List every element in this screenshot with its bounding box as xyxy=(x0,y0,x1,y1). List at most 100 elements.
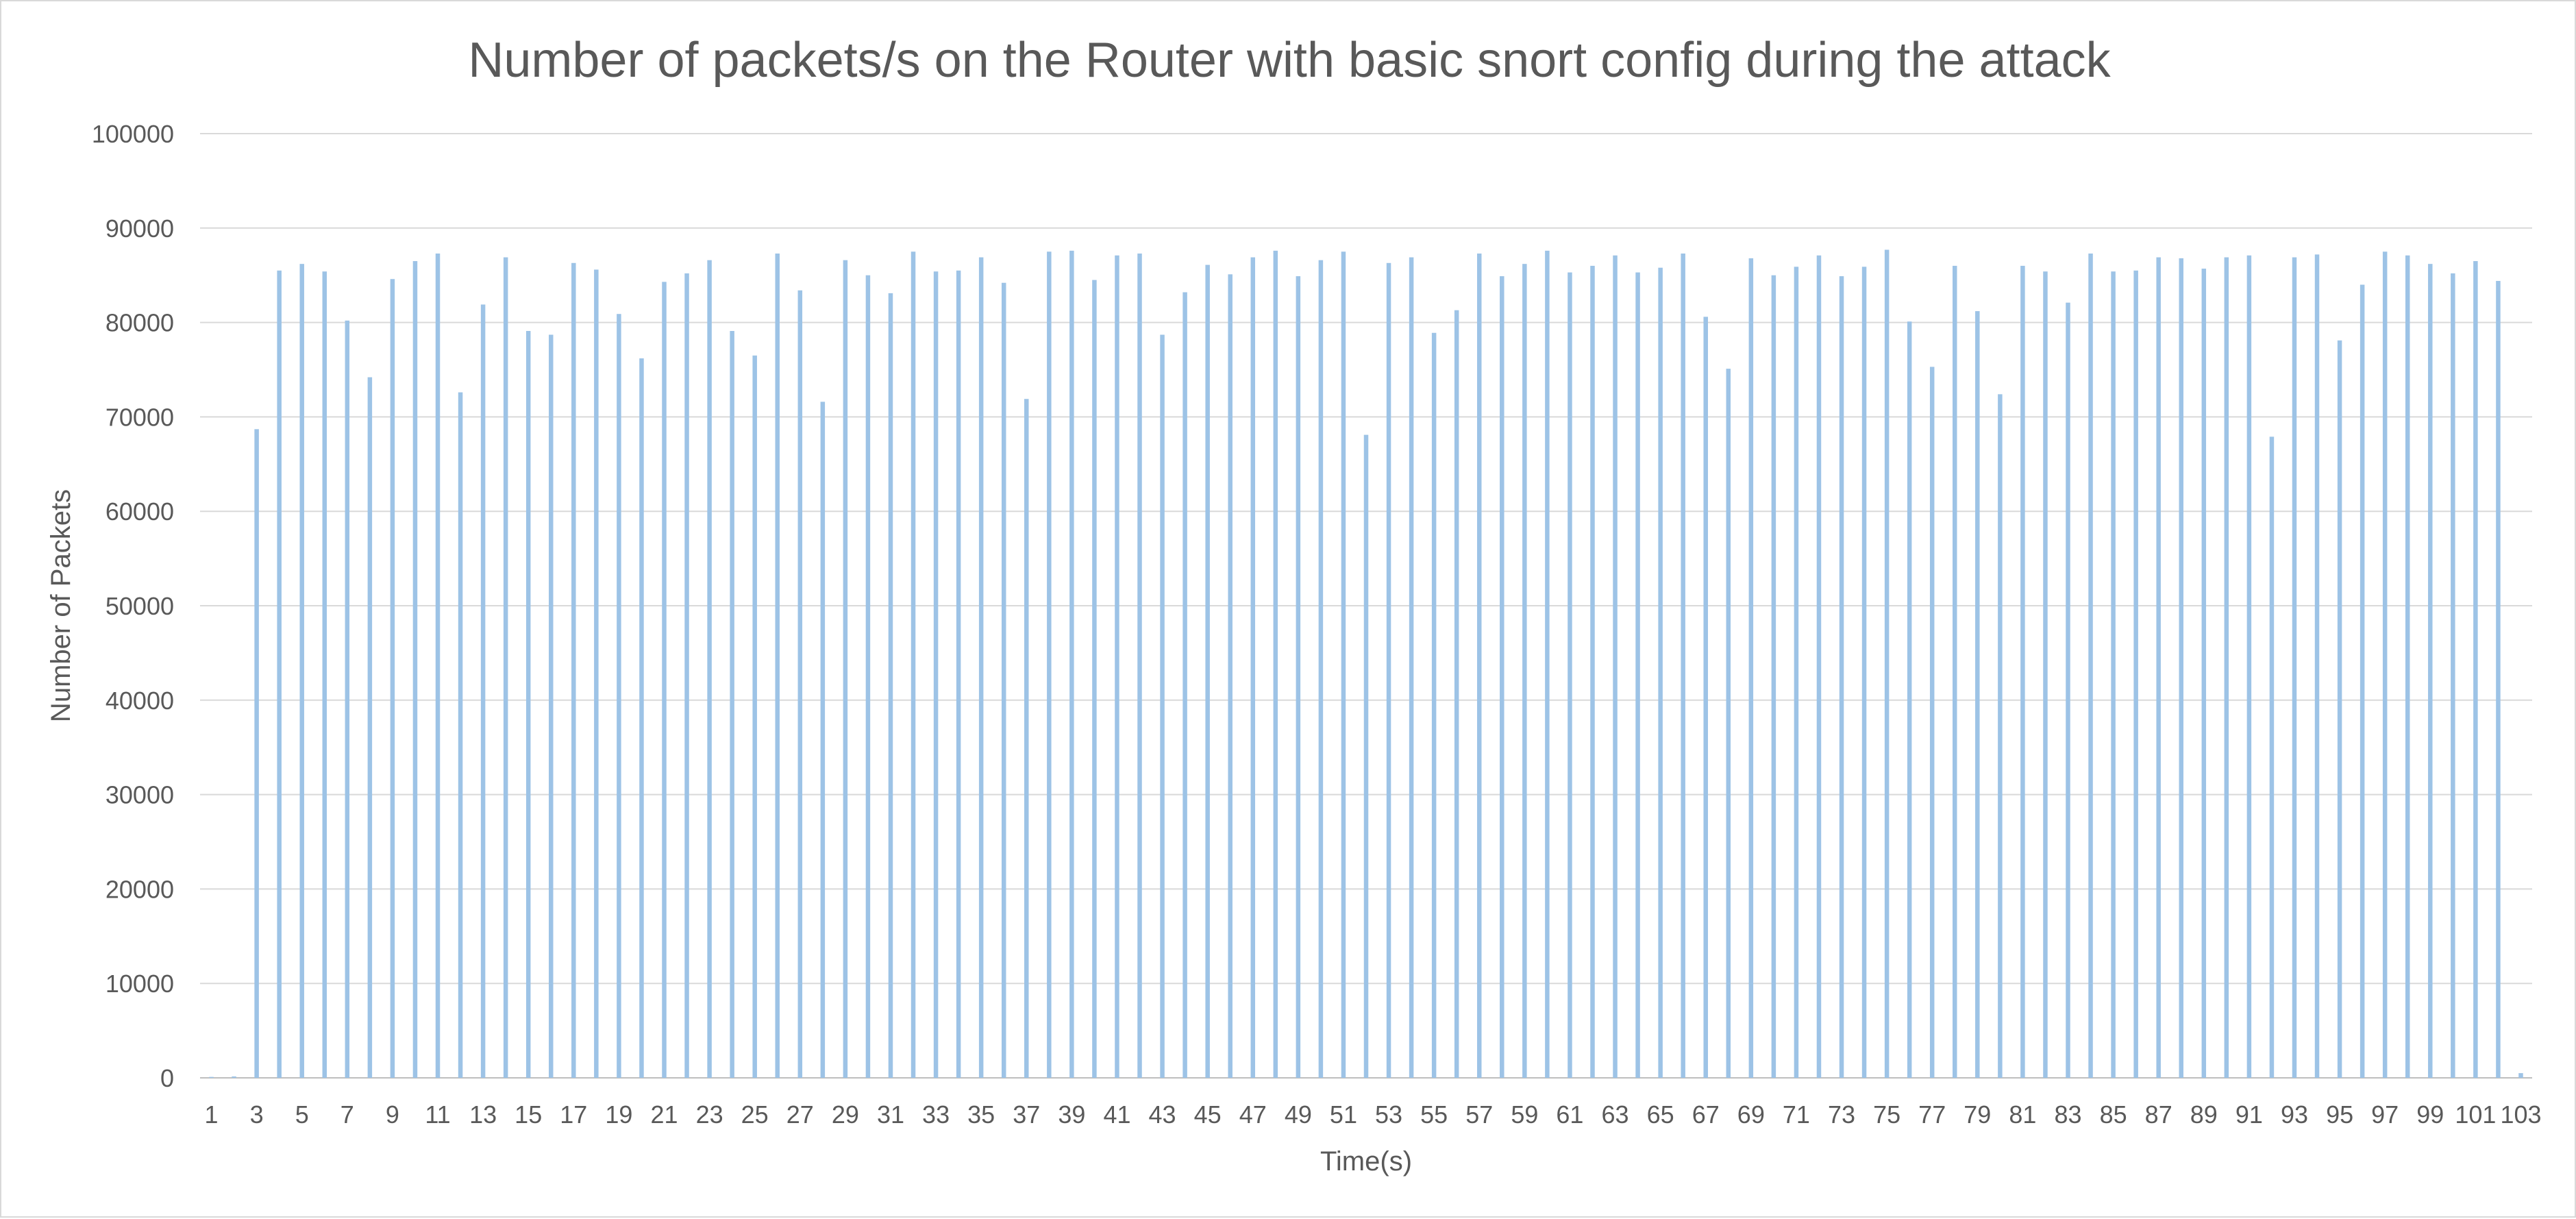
x-tick-label: 91 xyxy=(2236,1100,2263,1129)
y-tick-label: 40000 xyxy=(106,687,174,715)
bar xyxy=(2405,255,2410,1078)
x-tick-label: 85 xyxy=(2100,1100,2127,1129)
bar xyxy=(752,355,757,1078)
x-tick-label: 35 xyxy=(967,1100,995,1129)
bar xyxy=(775,254,780,1078)
bar xyxy=(2224,257,2229,1078)
x-tick-label: 31 xyxy=(877,1100,904,1129)
y-tick-label: 0 xyxy=(160,1064,174,1092)
bar xyxy=(503,257,508,1078)
x-tick-label: 27 xyxy=(787,1100,814,1129)
bar xyxy=(1160,334,1165,1078)
bar xyxy=(571,262,576,1078)
bar xyxy=(1590,265,1595,1078)
bar xyxy=(1341,251,1346,1078)
bar xyxy=(1115,255,1119,1078)
bar xyxy=(1545,250,1550,1078)
x-tick-label: 61 xyxy=(1556,1100,1583,1129)
bar xyxy=(1884,249,1890,1078)
x-tick-label: 103 xyxy=(2500,1100,2541,1129)
bar xyxy=(1975,311,1980,1078)
bar xyxy=(1024,399,1029,1078)
y-tick-label: 30000 xyxy=(106,781,174,809)
bar xyxy=(1454,310,1459,1079)
bar-series xyxy=(209,249,2523,1079)
y-tick-label: 90000 xyxy=(106,214,174,243)
bar xyxy=(2314,254,2320,1078)
bar xyxy=(2496,280,2501,1079)
bar xyxy=(865,275,871,1079)
x-tick-label: 25 xyxy=(741,1100,769,1129)
bar xyxy=(1476,254,1482,1078)
bar xyxy=(684,273,689,1079)
bar xyxy=(367,377,373,1078)
bar xyxy=(1318,260,1324,1078)
bar xyxy=(2066,302,2070,1078)
bar xyxy=(480,304,486,1078)
bar xyxy=(435,254,441,1078)
x-tick-label: 99 xyxy=(2416,1100,2444,1129)
x-tick-label: 41 xyxy=(1103,1100,1130,1129)
bar xyxy=(639,358,644,1079)
bar xyxy=(820,402,826,1078)
x-tick-label: 43 xyxy=(1149,1100,1176,1129)
bar xyxy=(1929,367,1935,1078)
x-tick-label: 101 xyxy=(2455,1100,2496,1129)
bar xyxy=(1431,332,1437,1078)
bar xyxy=(1137,254,1142,1078)
x-tick-label: 95 xyxy=(2326,1100,2353,1129)
x-tick-label: 65 xyxy=(1647,1100,1674,1129)
bar xyxy=(911,251,916,1078)
x-tick-label: 89 xyxy=(2190,1100,2218,1129)
bar xyxy=(662,282,667,1079)
bar xyxy=(2043,271,2048,1079)
x-tick-label: 21 xyxy=(650,1100,678,1129)
x-tick-label: 83 xyxy=(2054,1100,2081,1129)
x-tick-label: 49 xyxy=(1285,1100,1312,1129)
x-tick-label: 13 xyxy=(469,1100,497,1129)
x-tick-label: 67 xyxy=(1692,1100,1720,1129)
y-tick-label: 60000 xyxy=(106,497,174,526)
x-tick-label: 47 xyxy=(1239,1100,1267,1129)
bar xyxy=(2111,271,2116,1079)
bar xyxy=(1047,251,1052,1078)
bar xyxy=(1681,254,1685,1078)
x-tick-label: 5 xyxy=(295,1100,309,1129)
bar xyxy=(2337,340,2342,1078)
x-tick-label: 79 xyxy=(1964,1100,1991,1129)
bar xyxy=(2088,254,2093,1078)
x-tick-label: 73 xyxy=(1828,1100,1855,1129)
bar xyxy=(2382,251,2388,1078)
x-tick-label: 19 xyxy=(605,1100,632,1129)
y-tick-label: 70000 xyxy=(106,403,174,431)
bar xyxy=(1205,264,1210,1078)
bar xyxy=(594,269,599,1079)
x-tick-label: 55 xyxy=(1420,1100,1448,1129)
y-tick-label: 100000 xyxy=(92,120,174,148)
bar xyxy=(1794,267,1799,1078)
x-tick-label: 39 xyxy=(1058,1100,1085,1129)
bar xyxy=(1998,394,2003,1078)
bar xyxy=(1907,321,1912,1079)
bar xyxy=(1658,267,1663,1079)
x-tick-label: 53 xyxy=(1375,1100,1402,1129)
x-tick-label: 17 xyxy=(560,1100,587,1129)
chart-title: Number of packets/s on the Router with b… xyxy=(468,33,2111,88)
x-tick-label: 59 xyxy=(1511,1100,1538,1129)
y-tick-label: 20000 xyxy=(106,875,174,903)
bar xyxy=(1386,262,1391,1078)
bar xyxy=(1296,276,1301,1079)
x-tick-label: 97 xyxy=(2371,1100,2399,1129)
x-tick-label: 37 xyxy=(1013,1100,1040,1129)
x-tick-label: 51 xyxy=(1330,1100,1357,1129)
x-tick-label: 33 xyxy=(922,1100,950,1129)
bar xyxy=(1816,255,1822,1078)
y-tick-label: 50000 xyxy=(106,592,174,620)
bar xyxy=(549,334,554,1078)
bar xyxy=(2201,269,2207,1078)
x-tick-label: 87 xyxy=(2145,1100,2172,1129)
x-tick-label: 81 xyxy=(2009,1100,2036,1129)
bar xyxy=(2156,257,2161,1078)
